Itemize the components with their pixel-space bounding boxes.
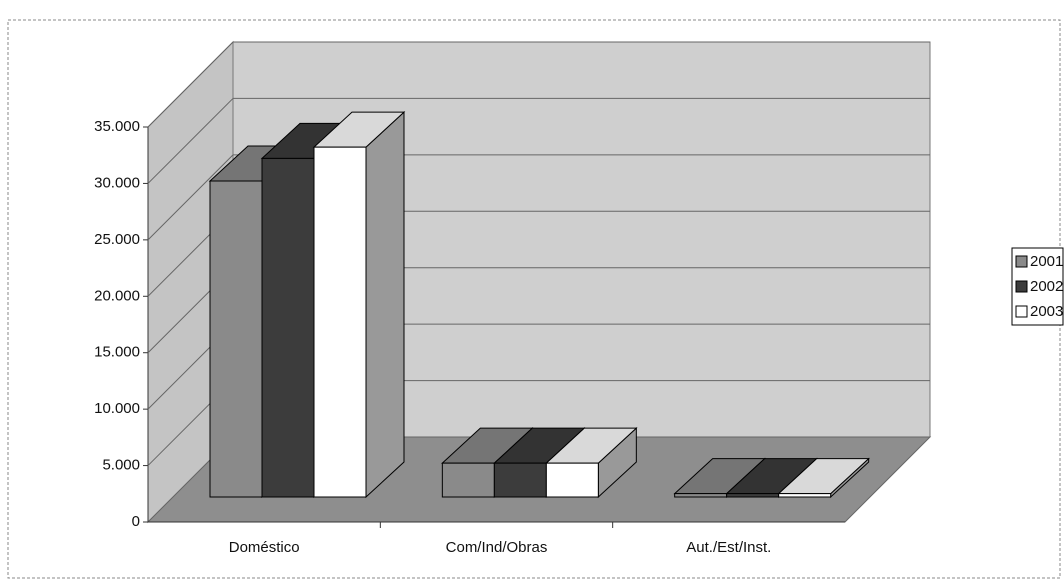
- y-tick-label: 5.000: [102, 457, 140, 474]
- grid-line: [147, 154, 234, 241]
- bar: [441, 462, 495, 498]
- y-tick-label: 35.000: [94, 118, 140, 135]
- legend-label: 2003: [1030, 303, 1063, 320]
- y-tick-label: 10.000: [94, 400, 140, 417]
- y-tick-label: 20.000: [94, 287, 140, 304]
- x-tick-label: Aut./Est/Inst.: [686, 539, 771, 556]
- bar-3d: [545, 427, 638, 499]
- y-tick-label: 0: [132, 513, 140, 530]
- bar: [261, 157, 315, 498]
- legend-swatch: [1015, 280, 1028, 293]
- bar: [674, 493, 728, 498]
- legend-label: 2002: [1030, 278, 1063, 295]
- x-tick-label: Doméstico: [229, 539, 300, 556]
- bar: [778, 493, 832, 498]
- grid-line: [147, 98, 234, 184]
- legend-swatch: [1015, 255, 1028, 268]
- y-tick-label: 15.000: [94, 344, 140, 361]
- bar-3d: [777, 457, 870, 499]
- legend-swatch: [1015, 305, 1028, 318]
- y-tick-label: 25.000: [94, 231, 140, 248]
- bar-3d: [312, 111, 406, 499]
- bar-side: [365, 111, 405, 499]
- bar: [545, 462, 599, 498]
- bar: [493, 462, 547, 498]
- y-tick-label: 30.000: [94, 174, 140, 191]
- bar: [313, 146, 367, 498]
- bar: [209, 180, 263, 498]
- bar: [726, 493, 780, 498]
- grid-line: [147, 41, 234, 128]
- x-tick-label: Com/Ind/Obras: [446, 539, 548, 556]
- legend-label: 2001: [1030, 253, 1063, 270]
